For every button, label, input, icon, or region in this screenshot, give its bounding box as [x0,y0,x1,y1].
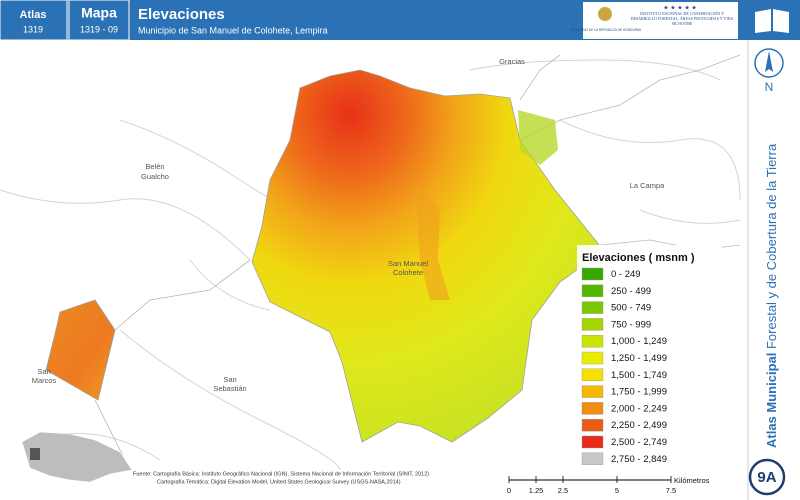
legend-label: 2,000 - 2,249 [611,403,667,414]
legend-swatch [581,284,604,297]
map-subtitle: Municipio de San Manuel de Colohete, Lem… [138,25,328,35]
place-labels: Gracias Belén Gualcho La Campa San Manue… [32,57,665,393]
place-label: Belén [145,162,164,171]
logo-emblem [598,7,612,21]
scale-unit: Kilómetros [674,476,710,485]
source-line: Cartografía Temática: Digital Elevation … [157,479,401,485]
low-elevation-zone [518,110,558,165]
badge-circle [748,458,786,496]
place-label: La Campa [630,181,665,190]
scale-tick-label: 7.5 [666,486,676,495]
place-label: Colohete [393,268,423,277]
legend-label: 1,750 - 1,999 [611,387,667,398]
legend-label: 750 - 999 [611,319,651,330]
atlas-number: 1319 [23,24,43,34]
legend-swatch [581,351,604,365]
scale-tick-label: 1.25 [529,486,544,495]
legend-swatch [581,385,604,398]
north-circle [754,48,784,78]
scale-tick-label: 0 [507,486,511,495]
legend: Elevaciones ( msnm ) 0 - 249 250 - 499 500… [577,245,722,473]
legend-swatch [581,402,604,415]
exclave-area [45,299,116,401]
logo-right-text: INSTITUTO NACIONAL DE CONSERVACIÓN Y DES… [630,11,734,26]
legend-label: 0 - 249 [611,269,641,280]
place-label: Sebastián [213,384,246,393]
vertical-title-rest: Forestal y de Cobertura de la Tierra [764,143,779,349]
scale-tick-label: 5 [615,486,619,495]
map-box [68,0,130,41]
legend-label: 2,250 - 2,499 [611,420,667,431]
map-title: Elevaciones [138,6,225,23]
valley-zone [415,180,450,300]
inset-highlight [30,448,40,460]
north-arrow [765,51,773,72]
legend-swatch [581,318,604,331]
legend-label: 1,250 - 1,499 [611,353,667,364]
legend-swatch [581,435,604,449]
source-line: Fuente: Cartografía Básica: Instituto Ge… [133,471,429,477]
place-label: Marcos [32,376,57,385]
book-icon [755,9,789,33]
scale-tick-label: 2.5 [558,486,568,495]
logo-right-wrap: INSTITUTO NACIONAL DE CONSERVACIÓN Y DES… [630,11,734,26]
place-label: Gualcho [141,172,169,181]
legend-label: 2,750 - 2,849 [611,454,667,465]
legend-label: 1,000 - 1,249 [611,336,667,347]
map-number: 1319 - 09 [80,24,118,34]
legend-swatch [581,301,604,314]
badge-label: 9A [757,469,776,486]
legend-label: 250 - 499 [611,286,651,297]
logo-stars: ★ ★ ★ ★ ★ [663,5,697,12]
map-label: Mapa [81,5,117,21]
legend-swatch [581,419,604,432]
place-label: Gracias [499,57,525,66]
atlas-box [0,0,68,41]
legend-title: Elevaciones ( msnm ) [582,252,695,264]
legend-swatch [581,452,604,465]
logo-right: ★ ★ ★ ★ ★ INSTITUTO NACIONAL DE CONSERVA… [630,5,734,26]
place-label: San Manuel [388,259,428,268]
legend-label: 2,500 - 2,749 [611,437,667,448]
place-label: San [37,367,50,376]
inset-country [21,431,133,483]
vertical-title: Atlas Municipal Forestal y de Cobertura … [764,143,779,448]
atlas-label: Atlas [20,9,47,21]
legend-swatch [581,335,604,348]
vertical-title-bold: Atlas Municipal [764,353,779,448]
legend-label: 1,500 - 1,749 [611,370,667,381]
north-label: N [765,80,774,94]
legend-label: 500 - 749 [611,303,651,314]
logo-left-text: GOBIERNO DE LA REPÚBLICA DE HONDURAS [571,27,641,32]
place-label: San [223,375,236,384]
legend-swatch [581,368,604,381]
legend-swatch [581,267,604,281]
